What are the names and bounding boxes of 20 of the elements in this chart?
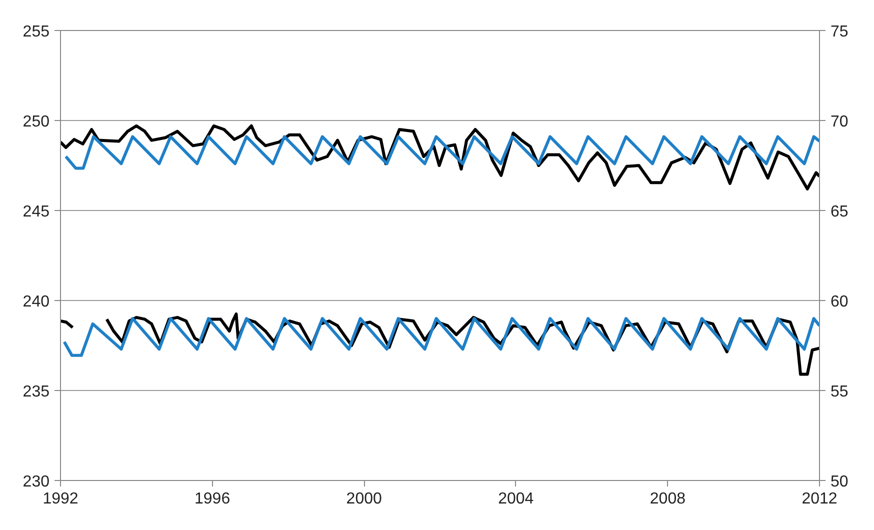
y-tick-label: 255 <box>22 24 50 40</box>
y-tick-label: 240 <box>22 294 50 310</box>
y-tick-label: 235 <box>22 384 50 400</box>
x-tick-label: 1992 <box>42 490 78 508</box>
line-series <box>64 135 820 170</box>
y2-tick-label: 55 <box>830 384 848 400</box>
y2-tick-label: 60 <box>830 294 848 310</box>
line-series <box>62 317 820 357</box>
x-tick-label: 2008 <box>650 490 686 508</box>
y2-tick-label: 50 <box>830 474 848 490</box>
x-tick-label: 2004 <box>498 490 534 508</box>
y2-tick-label: 75 <box>830 24 848 40</box>
x-tick-label: 2012 <box>802 490 838 508</box>
y-tick-label: 230 <box>22 474 50 490</box>
y2-tick-label: 70 <box>830 114 848 130</box>
x-tick-label: 2000 <box>346 490 382 508</box>
y2-tick-label: 65 <box>830 204 848 220</box>
y-tick-label: 245 <box>22 204 50 220</box>
x-tick-label: 1996 <box>194 490 230 508</box>
y-tick-label: 250 <box>22 114 50 130</box>
